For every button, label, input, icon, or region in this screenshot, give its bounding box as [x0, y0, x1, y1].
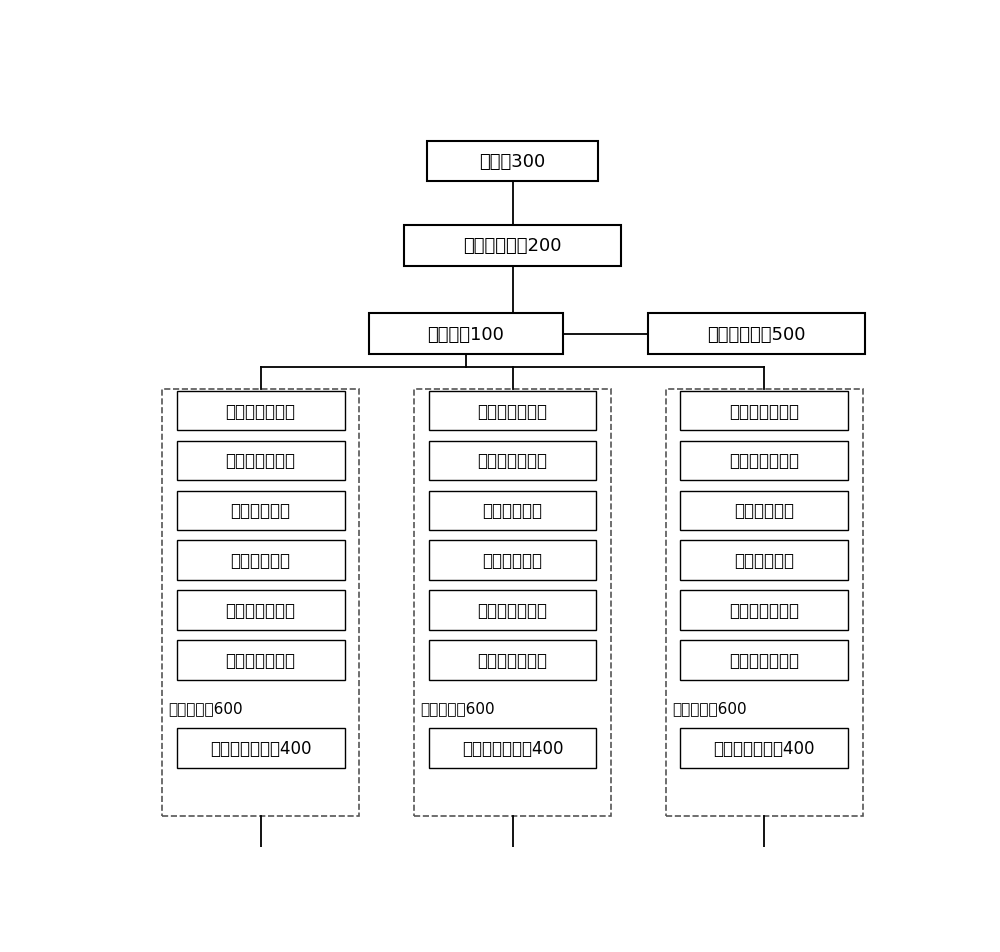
- Bar: [414, 389, 611, 817]
- Bar: [429, 541, 596, 581]
- Text: 油侧进油温度: 油侧进油温度: [231, 502, 291, 520]
- Text: 油侧出油温度: 油侧出油温度: [734, 551, 794, 569]
- Bar: [680, 491, 848, 530]
- Bar: [429, 728, 596, 768]
- Bar: [429, 641, 596, 680]
- Text: 通信协议模块200: 通信协议模块200: [463, 237, 562, 255]
- Bar: [680, 641, 848, 680]
- Bar: [429, 441, 596, 481]
- Text: 冷却水进水调阀400: 冷却水进水调阀400: [210, 740, 311, 757]
- Text: 冷却水进水压力: 冷却水进水压力: [478, 602, 548, 620]
- Text: 参数检测端600: 参数检测端600: [420, 701, 495, 716]
- Bar: [429, 590, 596, 630]
- Bar: [177, 491, 345, 530]
- Text: 冷却水进水温度: 冷却水进水温度: [729, 402, 799, 420]
- Bar: [177, 391, 345, 431]
- Text: 设备标示模块500: 设备标示模块500: [707, 326, 806, 343]
- Bar: [177, 590, 345, 630]
- Text: 云网络300: 云网络300: [479, 153, 546, 170]
- Text: 冷却水出水温度: 冷却水出水温度: [729, 452, 799, 470]
- Bar: [404, 226, 621, 267]
- Text: 油侧进油温度: 油侧进油温度: [734, 502, 794, 520]
- Bar: [680, 391, 848, 431]
- Text: 冷却水出水温度: 冷却水出水温度: [226, 452, 296, 470]
- Text: 主控制器100: 主控制器100: [428, 326, 504, 343]
- Bar: [369, 314, 563, 354]
- Text: 参数检测端600: 参数检测端600: [168, 701, 243, 716]
- Bar: [429, 491, 596, 530]
- Text: 冷却水进水温度: 冷却水进水温度: [226, 402, 296, 420]
- Bar: [162, 389, 359, 817]
- Bar: [680, 541, 848, 581]
- Text: 冷却水进水调阀400: 冷却水进水调阀400: [714, 740, 815, 757]
- Text: 冷却水进水温度: 冷却水进水温度: [478, 402, 548, 420]
- Text: 冷却水进水压力: 冷却水进水压力: [226, 602, 296, 620]
- Text: 油侧进油温度: 油侧进油温度: [482, 502, 542, 520]
- Text: 冷却水出水温度: 冷却水出水温度: [478, 452, 548, 470]
- Text: 冷却水出水压力: 冷却水出水压力: [478, 651, 548, 669]
- Text: 油侧出油温度: 油侧出油温度: [482, 551, 542, 569]
- Text: 冷却水进水压力: 冷却水进水压力: [729, 602, 799, 620]
- Bar: [429, 391, 596, 431]
- Bar: [680, 441, 848, 481]
- Bar: [177, 541, 345, 581]
- Bar: [177, 441, 345, 481]
- Text: 油侧出油温度: 油侧出油温度: [231, 551, 291, 569]
- Text: 冷却水出水压力: 冷却水出水压力: [729, 651, 799, 669]
- Bar: [177, 728, 345, 768]
- Text: 冷却水出水压力: 冷却水出水压力: [226, 651, 296, 669]
- Bar: [680, 590, 848, 630]
- Bar: [177, 641, 345, 680]
- Bar: [427, 142, 598, 182]
- Bar: [648, 314, 865, 354]
- Bar: [680, 728, 848, 768]
- Text: 冷却水进水调阀400: 冷却水进水调阀400: [462, 740, 563, 757]
- Bar: [666, 389, 863, 817]
- Text: 参数检测端600: 参数检测端600: [672, 701, 746, 716]
